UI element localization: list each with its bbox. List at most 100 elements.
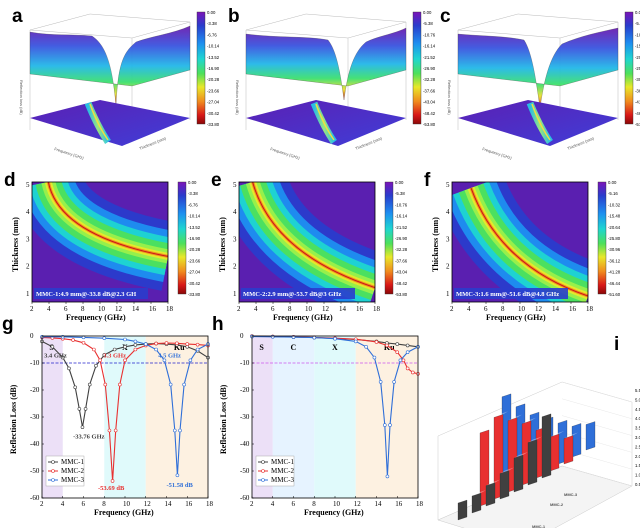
z-axis-label: Reflection loss (dB) xyxy=(19,80,24,115)
colorbar-tick: -41.28 xyxy=(608,270,621,275)
x-tick-label: 14 xyxy=(339,305,347,313)
y-tick-label: 3 xyxy=(233,235,237,243)
data-point-3 xyxy=(102,336,107,340)
surface-3d xyxy=(29,25,191,107)
legend-marker-1 xyxy=(51,460,55,464)
colorbar-tick: -32.28 xyxy=(395,247,408,252)
panel-g: gSXKu246810121416180-10-20-30-40-50-60Fr… xyxy=(2,314,214,517)
annotation-peak-3: -51.58 dB xyxy=(167,482,194,489)
panel-label-e: e xyxy=(211,170,222,191)
legend-label-3: MMC-3 xyxy=(61,476,84,484)
surface-panels: a Reflection loss (dB) Frequency (GHz) Thic… xyxy=(12,6,640,161)
x-tick-label: 2 xyxy=(450,305,454,313)
bar-mmc-2-6 xyxy=(549,433,560,472)
data-point-1 xyxy=(67,366,71,371)
colorbar-tick: -20.28 xyxy=(207,77,220,82)
data-point-2 xyxy=(401,358,406,363)
annotation-bw-1: 3.4 GHz xyxy=(44,353,67,360)
x-tick-label: 6 xyxy=(292,500,296,508)
bar-mmc-1-1 xyxy=(457,499,468,521)
y-tick-label: 0 xyxy=(30,332,34,340)
colorbar-tick: -25.80 xyxy=(635,66,640,71)
data-point-1 xyxy=(395,342,400,346)
panel-b: b Reflection loss (dB) Frequency (GHz) Thic… xyxy=(228,6,436,161)
bar-top-mmc-1-4 xyxy=(500,467,514,474)
z-tick-label: 0.5 xyxy=(635,482,640,487)
band-label-ku: Ku xyxy=(174,343,185,352)
colorbar-tick: -23.66 xyxy=(188,258,201,263)
x-tick-label: 18 xyxy=(206,500,214,508)
data-point-3 xyxy=(333,336,337,341)
bar-top-mmc-2-7 xyxy=(564,432,578,439)
panel-label-b: b xyxy=(228,6,240,27)
y-tick-label: 1 xyxy=(446,290,450,298)
bar-top-mmc-3-5 xyxy=(558,417,572,424)
data-point-3 xyxy=(388,423,392,427)
y-tick-label: 2 xyxy=(26,263,30,271)
annotation-box xyxy=(34,288,148,299)
data-point-2 xyxy=(107,428,112,433)
y-axis-label: Thickness (mm) xyxy=(11,217,20,272)
data-point-2 xyxy=(411,370,415,375)
annotation-e: MMC-2:2.9 mm@-53.7 dB@3 GHz xyxy=(243,291,341,298)
colorbar-tick: -36.12 xyxy=(635,88,640,93)
data-point-1 xyxy=(73,385,77,390)
y-tick-label: -20 xyxy=(240,386,250,394)
x-tick-label: 4 xyxy=(271,500,275,508)
x-tick-label: 12 xyxy=(535,305,543,313)
colorbar-tick: -20.64 xyxy=(635,55,640,60)
data-point-3 xyxy=(178,428,182,433)
colorbar-tick: -27.04 xyxy=(207,100,220,105)
contour-field xyxy=(452,182,588,302)
annotation-box xyxy=(454,288,568,299)
colorbar-tick: -43.04 xyxy=(423,100,436,105)
x-tick-label: 6 xyxy=(484,305,488,313)
x-tick-label: 2 xyxy=(237,305,241,313)
legend-marker-2 xyxy=(261,469,265,473)
data-point-2 xyxy=(185,342,190,346)
colorbar-tick: -16.90 xyxy=(188,236,201,241)
colorbar-tick: -51.60 xyxy=(608,292,621,297)
data-point-3 xyxy=(372,355,377,360)
colorbar-tick: -15.48 xyxy=(608,214,621,219)
bar-top-mmc-1-1 xyxy=(458,497,472,503)
data-point-3 xyxy=(182,382,186,387)
colorbar-tick: -13.52 xyxy=(207,55,220,60)
colorbar xyxy=(412,11,422,125)
floor-band-core xyxy=(315,103,335,141)
colorbar-tick: -36.12 xyxy=(608,258,621,263)
legend-label-1: MMC-1 xyxy=(61,458,84,466)
colorbar-tick: 0.00 xyxy=(395,180,404,185)
colorbar-tick: 0.00 xyxy=(608,180,617,185)
x-tick-label: 10 xyxy=(305,305,313,313)
data-point-2 xyxy=(133,347,138,352)
data-point-1 xyxy=(60,355,65,360)
contour-field xyxy=(239,182,375,302)
legend-marker-2 xyxy=(51,469,55,473)
y-tick-label: 5 xyxy=(233,181,237,189)
bar-top-mmc-3-2 xyxy=(516,400,530,407)
colorbar-tick: -21.52 xyxy=(395,225,408,230)
y-tick-label: -10 xyxy=(30,359,40,367)
data-point-2 xyxy=(81,340,86,345)
y-axis-label: Thickness (mm) xyxy=(139,135,168,151)
bar-top-mmc-3-3 xyxy=(530,409,544,416)
x-tick-label: 4 xyxy=(254,305,258,313)
x-tick-label: 8 xyxy=(102,500,106,508)
data-point-1 xyxy=(405,343,410,348)
colorbar-tick: -6.76 xyxy=(188,202,198,207)
colorbar-tick: -20.28 xyxy=(188,247,201,252)
x-tick-label: 16 xyxy=(569,305,577,313)
colorbar-tick: -10.76 xyxy=(423,32,436,37)
data-point-3 xyxy=(143,342,148,346)
colorbar-tick: -41.28 xyxy=(635,100,640,105)
x-axis-label: Frequency (GHz) xyxy=(54,146,85,160)
x-tick-label: 12 xyxy=(322,305,330,313)
z-tick-label: 3.0 xyxy=(635,435,640,440)
y-tick-label: 3 xyxy=(26,235,30,243)
annotation-d: MMC-1:4.9 mm@-33.8 dB@2.3 GH xyxy=(36,291,136,298)
z-tick-label: 2.0 xyxy=(635,454,640,459)
panel-label-d: d xyxy=(4,170,16,191)
bar-mmc-3-6 xyxy=(571,423,582,458)
bar-top-mmc-2-1 xyxy=(480,426,494,433)
